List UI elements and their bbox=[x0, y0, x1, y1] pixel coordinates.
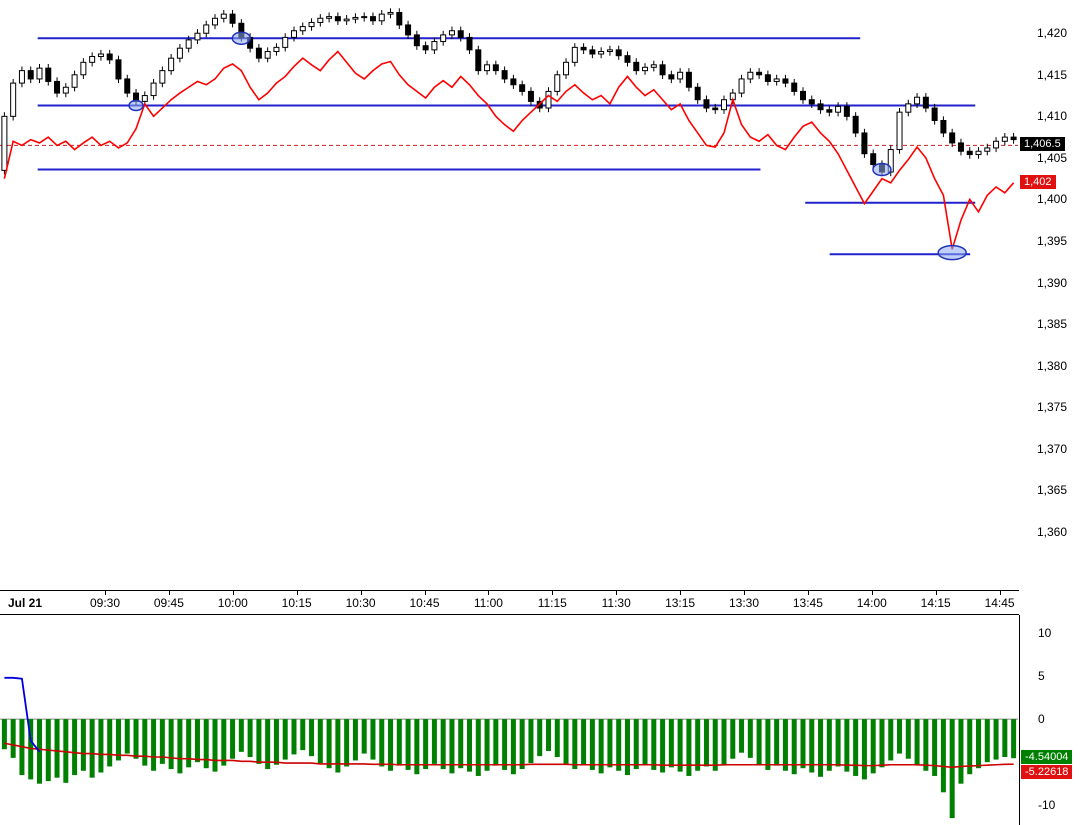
histogram-bars bbox=[1, 719, 1017, 819]
price-axis-label: 1,375 bbox=[1037, 400, 1068, 415]
time-axis-tick bbox=[999, 591, 1001, 595]
time-axis-label: 09:30 bbox=[89, 596, 121, 610]
time-axis-label: 14:45 bbox=[984, 596, 1015, 610]
price-tag: 1,402 bbox=[1020, 174, 1056, 189]
price-axis-label: 1,360 bbox=[1037, 524, 1068, 539]
indicator-red-line bbox=[4, 742, 1014, 769]
time-axis[interactable]: Jul 21 09:30 09:45 10:00 10:15 10:30 10:45 11:0… bbox=[0, 590, 1086, 615]
time-axis-tick bbox=[807, 591, 809, 595]
price-chart[interactable] bbox=[0, 0, 1019, 590]
price-axis-label: 1,385 bbox=[1037, 317, 1068, 332]
price-axis-label: 1,395 bbox=[1037, 233, 1068, 248]
ellipse-annotations[interactable] bbox=[128, 31, 967, 261]
time-axis-label: 11:00 bbox=[473, 596, 503, 610]
time-axis-label: 10:45 bbox=[409, 596, 440, 610]
time-axis-tick bbox=[680, 591, 682, 595]
price-axis-label: 1,405 bbox=[1037, 150, 1068, 165]
time-axis-label: 10:00 bbox=[217, 596, 248, 610]
date-label: Jul 21 bbox=[8, 596, 43, 610]
price-axis-label: 1,420 bbox=[1037, 26, 1068, 41]
time-axis-label: 14:15 bbox=[920, 596, 951, 610]
price-axis[interactable]: 1,420 1,415 1,410 1,405 1,400 1,395 1,390 1,385… bbox=[1019, 0, 1086, 590]
indicator-axis-label: 10 bbox=[1038, 626, 1052, 641]
indicator-value-tag: -5.22618 bbox=[1021, 765, 1073, 780]
time-axis-tick bbox=[744, 591, 745, 595]
indicator-blue-line bbox=[4, 676, 41, 753]
time-axis-label: 09:45 bbox=[153, 596, 184, 610]
indicator-axis-label: 5 bbox=[1038, 669, 1045, 684]
candlestick-series bbox=[1, 8, 1017, 177]
time-axis-tick bbox=[871, 591, 873, 595]
price-axis-label: 1,415 bbox=[1037, 67, 1068, 82]
time-axis-label: 13:45 bbox=[792, 596, 823, 610]
price-axis-label: 1,370 bbox=[1037, 441, 1068, 456]
time-axis-tick bbox=[424, 591, 426, 595]
price-tag: 1,406.5 bbox=[1020, 137, 1065, 152]
time-axis-label: 11:15 bbox=[537, 596, 567, 610]
indicator-axis-label: -10 bbox=[1038, 798, 1056, 813]
price-panel[interactable]: 1,420 1,415 1,410 1,405 1,400 1,395 1,390 1,385… bbox=[0, 0, 1086, 590]
time-axis-label: 10:30 bbox=[345, 596, 376, 610]
overlay-red-line bbox=[3, 50, 1015, 250]
time-axis-tick bbox=[935, 591, 937, 595]
indicator-axis[interactable]: 10 5 0 -10 -4.54004 -5.22618 bbox=[1019, 615, 1086, 825]
time-axis-label: 13:30 bbox=[728, 596, 760, 610]
time-axis-rule bbox=[0, 590, 1019, 615]
time-axis-tick bbox=[105, 591, 106, 595]
time-axis-label: 13:15 bbox=[665, 596, 696, 610]
time-axis-tick bbox=[168, 591, 170, 595]
price-axis-label: 1,365 bbox=[1037, 483, 1068, 498]
time-axis-tick bbox=[360, 591, 362, 595]
price-axis-label: 1,380 bbox=[1037, 358, 1068, 373]
price-axis-label: 1,410 bbox=[1037, 109, 1068, 124]
indicator-panel[interactable]: 10 5 0 -10 -4.54004 -5.22618 bbox=[0, 615, 1086, 825]
indicator-value-tag: -4.54004 bbox=[1021, 750, 1073, 765]
time-axis-tick bbox=[552, 591, 554, 595]
price-axis-label: 1,390 bbox=[1037, 275, 1068, 290]
indicator-axis-label: 0 bbox=[1038, 712, 1045, 727]
time-axis-tick bbox=[488, 591, 490, 595]
indicator-chart[interactable] bbox=[0, 615, 1019, 825]
price-axis-label: 1,400 bbox=[1037, 192, 1068, 207]
time-axis-label: 14:00 bbox=[856, 596, 887, 610]
time-axis-tick bbox=[232, 591, 234, 595]
time-axis-label: 10:15 bbox=[281, 596, 312, 610]
time-axis-label: 11:30 bbox=[601, 596, 631, 610]
time-axis-tick bbox=[616, 591, 618, 595]
time-axis-tick bbox=[296, 591, 298, 595]
